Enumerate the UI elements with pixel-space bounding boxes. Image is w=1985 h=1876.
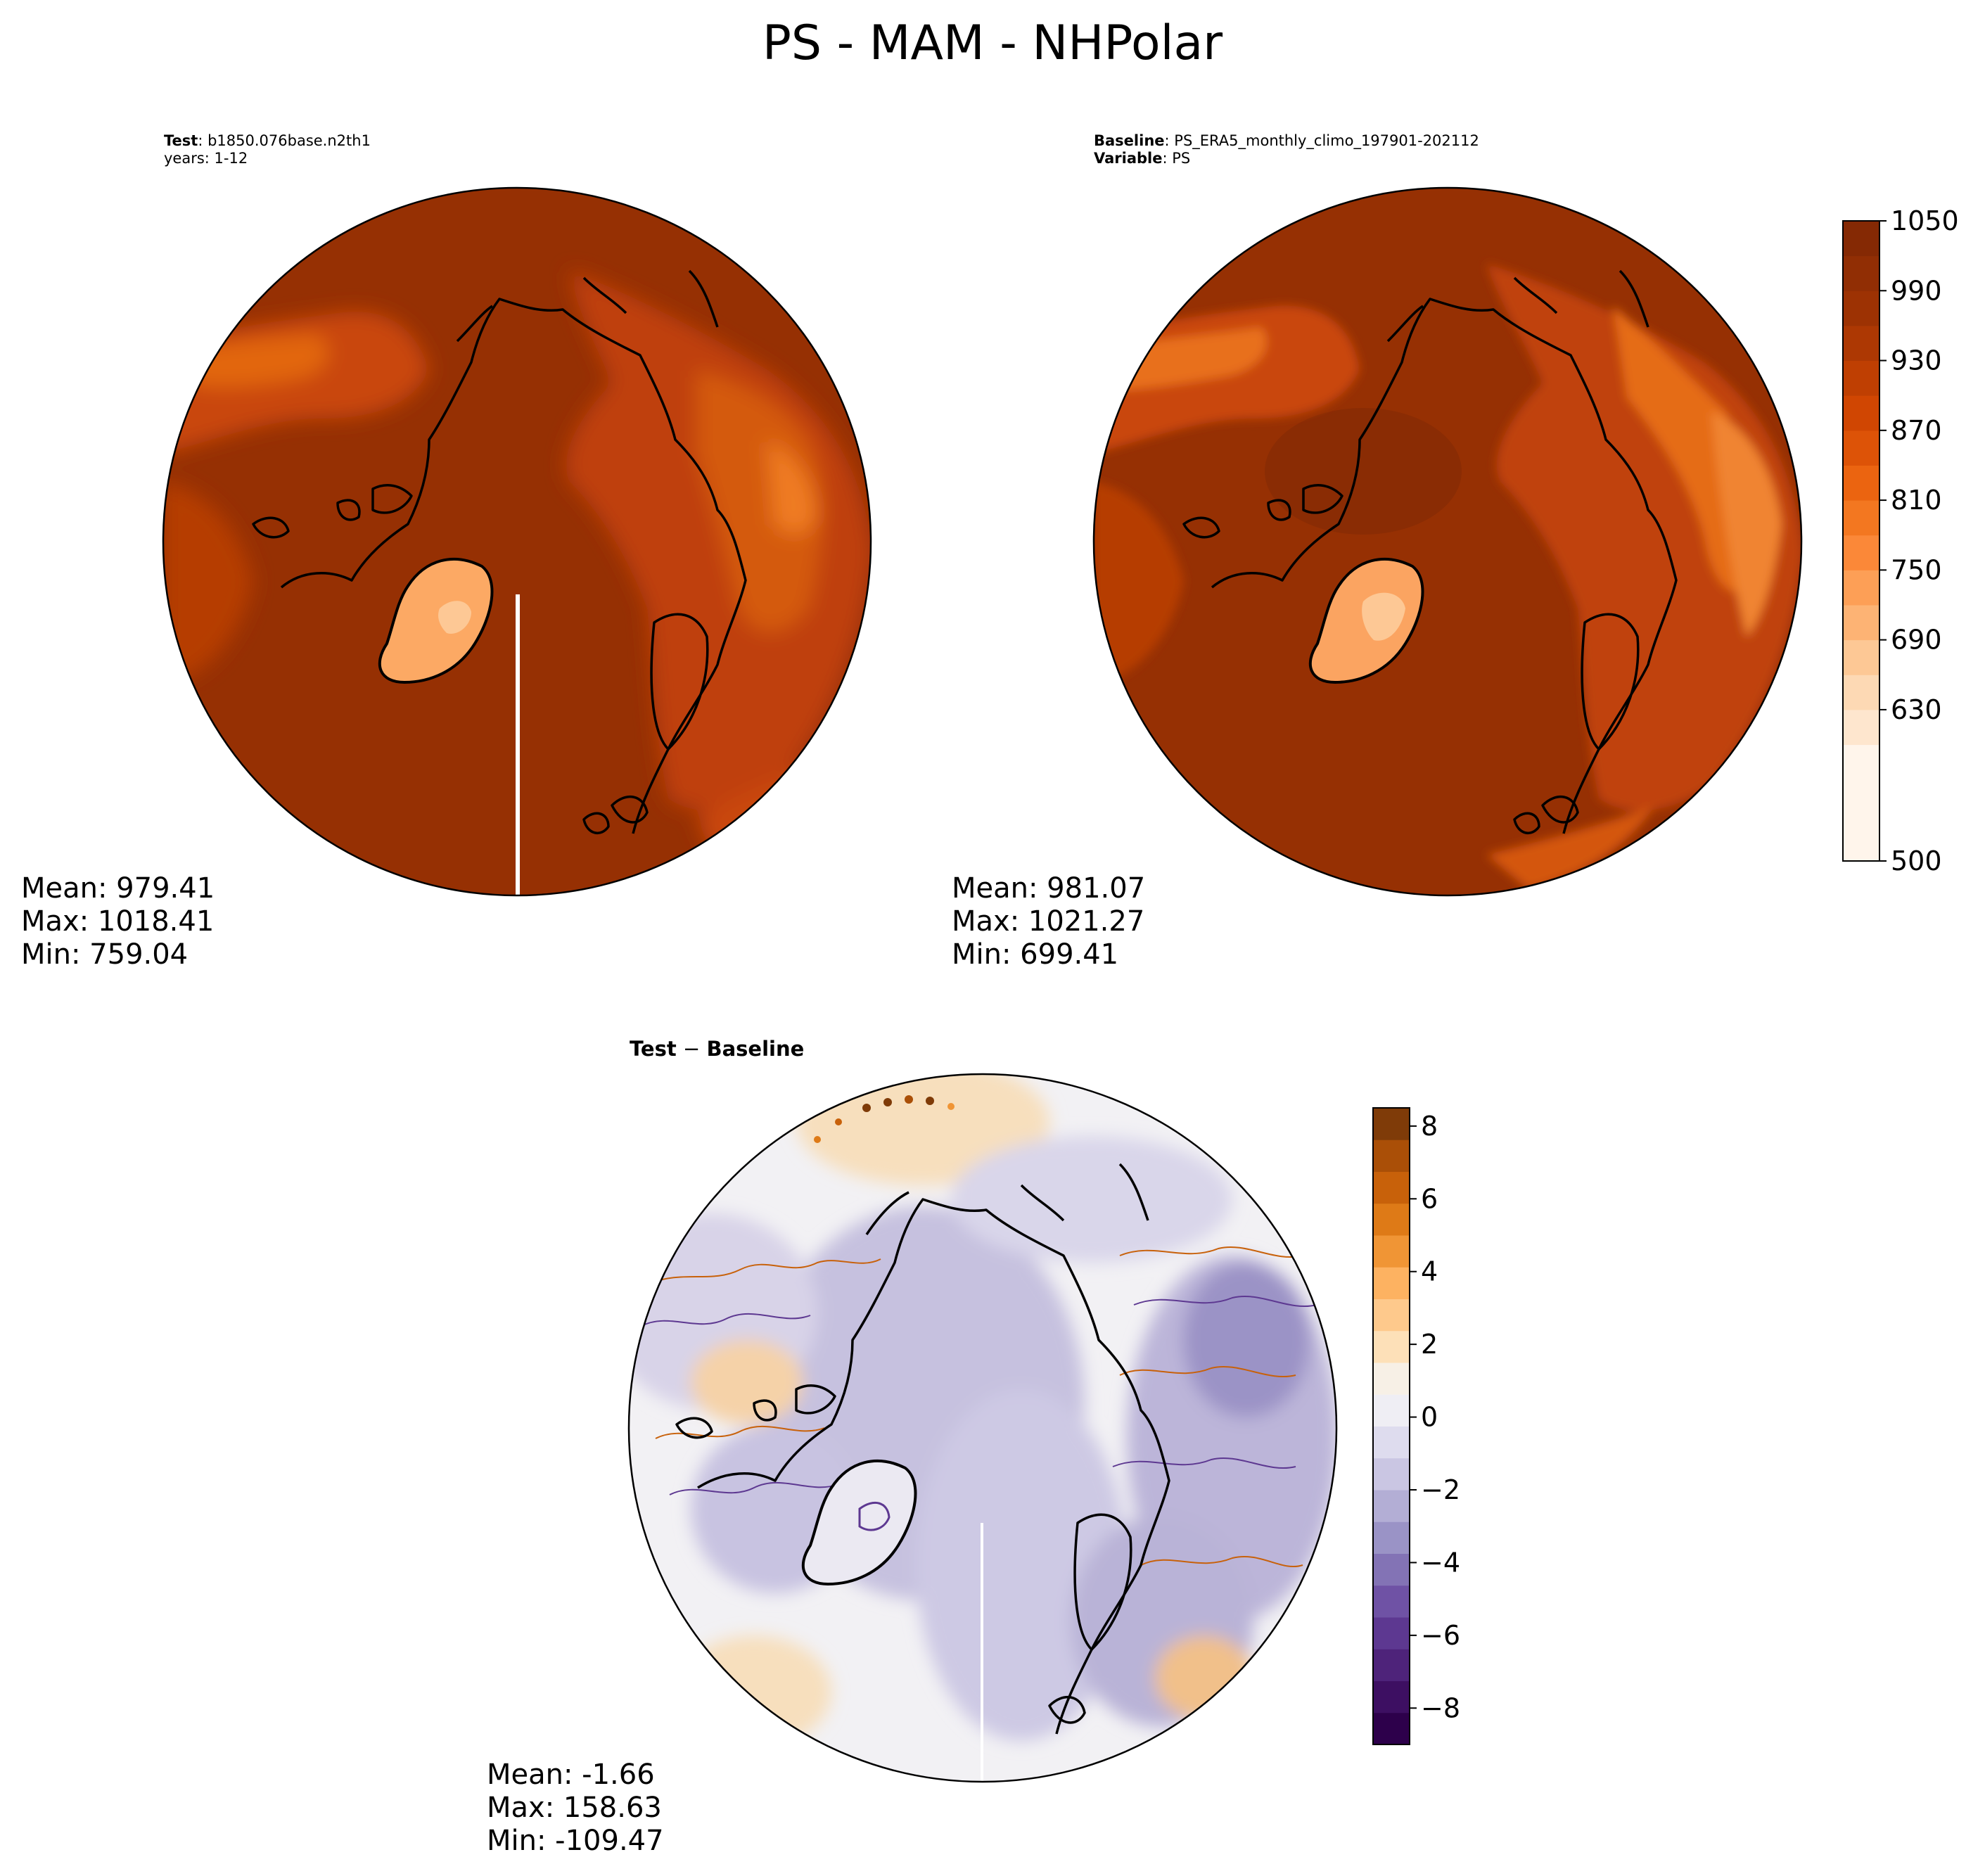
diff-colorbar-segment [1373,1140,1410,1172]
baseline-map [1092,186,1803,897]
test-years: years: 1-12 [164,150,248,167]
test-mean: Mean: 979.41 [21,872,215,905]
main-colorbar-frame [1842,220,1880,862]
main-colorbar-tick-label: 930 [1891,345,1942,376]
diff-colorbar-tick-label: 6 [1421,1183,1438,1214]
variable-label-key: Variable [1094,150,1163,167]
diff-colorbar-segment [1373,1553,1410,1586]
main-colorbar-tick-label: 990 [1891,275,1942,306]
diff-colorbar-segment [1373,1649,1410,1681]
diff-colorbar-segment [1373,1203,1410,1236]
diff-colorbar-segment [1373,1680,1410,1714]
diff-colorbar-segment [1373,1521,1410,1554]
diff-colorbar-segment [1373,1108,1410,1140]
baseline-land-pressure [1094,264,1801,890]
diff-colorbar-tick-label: −8 [1421,1692,1460,1723]
baseline-min: Min: 699.41 [952,938,1119,971]
diff-map-border [627,1073,1338,1783]
test-label-key: Test [164,132,198,149]
test-coastlines [252,256,817,834]
baseline-case-name: PS_ERA5_monthly_climo_197901-202112 [1174,132,1479,149]
main-colorbar-segment [1843,360,1879,396]
main-colorbar-segment [1843,465,1879,501]
diff-colorbar: −8 −6 −4 −2 0 2 4 6 8 [1372,1107,1460,1745]
diff-colorbar-segment [1373,1267,1410,1299]
diff-min: Min: -109.47 [487,1825,664,1857]
diff-land-noise [641,1246,1317,1567]
diff-mean: Mean: -1.66 [487,1759,655,1791]
figure-title: PS - MAM - NHPolar [762,15,1223,71]
diff-colorbar-tick-label: 8 [1421,1111,1438,1142]
main-colorbar-tick-label: 1050 [1891,205,1959,236]
test-max: Max: 1018.41 [21,905,215,938]
main-colorbar-segment [1843,675,1879,710]
test-annotation: Test: b1850.076base.n2th1 years: 1-12 [164,132,371,167]
main-colorbar-segment [1843,325,1879,362]
main-colorbar-tick-label: 630 [1891,694,1942,725]
main-colorbar-segment [1843,291,1879,326]
diff-colorbar-segment [1373,1426,1410,1459]
main-colorbar-segment [1843,500,1879,536]
diff-colorbar-segment [1373,1490,1410,1522]
diff-colorbar-frame [1372,1107,1410,1745]
diff-colorbar-tick-label: 4 [1421,1256,1438,1287]
main-colorbar-tick-label: 870 [1891,415,1942,446]
main-colorbar-tick-label: 690 [1891,625,1942,656]
test-map [162,186,872,897]
test-case-name: b1850.076base.n2th1 [208,132,371,149]
baseline-arctic-high [1265,408,1462,535]
baseline-map-border [1092,186,1803,897]
diff-panel-title: Test − Baseline [630,1037,805,1061]
diff-colorbar-tick-label: −2 [1421,1474,1460,1505]
test-seam [516,594,520,895]
main-colorbar-segment [1843,570,1879,606]
diff-colorbar-segment [1373,1330,1410,1363]
diff-colorbar-segment [1373,1585,1410,1618]
diff-colorbar-tick-label: −6 [1421,1620,1460,1651]
main-colorbar-segment [1843,709,1879,746]
baseline-annotation: Baseline: PS_ERA5_monthly_climo_197901-2… [1094,132,1479,167]
main-colorbar-tick-label: 500 [1891,846,1942,876]
diff-colorbar-segment [1373,1298,1410,1332]
diff-colorbar-segment [1373,1712,1410,1745]
diff-colorbar-tick-label: 2 [1421,1329,1438,1360]
diff-colorbar-segment [1373,1235,1410,1268]
diff-seam [981,1523,983,1782]
diff-colorbar-segment [1373,1363,1410,1395]
diff-spots [814,1095,955,1143]
main-colorbar-segment [1843,395,1879,431]
main-colorbar-segment [1843,430,1879,466]
baseline-mean: Mean: 981.07 [952,872,1146,905]
main-colorbar-segment [1843,535,1879,570]
main-colorbar-segment [1843,639,1879,675]
diff-max: Max: 158.63 [487,1792,662,1824]
test-greenland [378,557,494,684]
diff-field [629,1074,1336,1748]
main-colorbar: 500 630 690 750 810 870 930 990 1050 [1842,205,1959,876]
main-colorbar-segment [1843,221,1879,257]
variable-name: PS [1172,150,1191,167]
test-stats: Mean: 979.41 Max: 1018.41 Min: 759.04 [21,872,215,971]
baseline-max: Max: 1021.27 [952,905,1145,938]
test-min: Min: 759.04 [21,938,189,971]
baseline-stats: Mean: 981.07 Max: 1021.27 Min: 699.41 [952,872,1145,971]
main-colorbar-segment [1843,255,1879,291]
diff-colorbar-segment [1373,1171,1410,1204]
diff-colorbar-segment [1373,1394,1410,1427]
diff-colorbar-tick-label: 0 [1421,1402,1438,1433]
main-colorbar-tick-label: 750 [1891,554,1942,585]
diff-colorbar-tick-label: −4 [1421,1547,1460,1578]
main-colorbar-segment [1843,744,1879,862]
diff-map [627,1073,1338,1783]
diff-stats: Mean: -1.66 Max: 158.63 Min: -109.47 [487,1759,664,1858]
main-colorbar-segment [1843,605,1879,641]
diff-colorbar-segment [1373,1617,1410,1650]
main-colorbar-tick-label: 810 [1891,485,1942,516]
diff-colorbar-segment [1373,1457,1410,1491]
test-map-border [162,186,872,897]
diff-coastlines [675,1163,1170,1735]
baseline-label-key: Baseline [1094,132,1165,149]
